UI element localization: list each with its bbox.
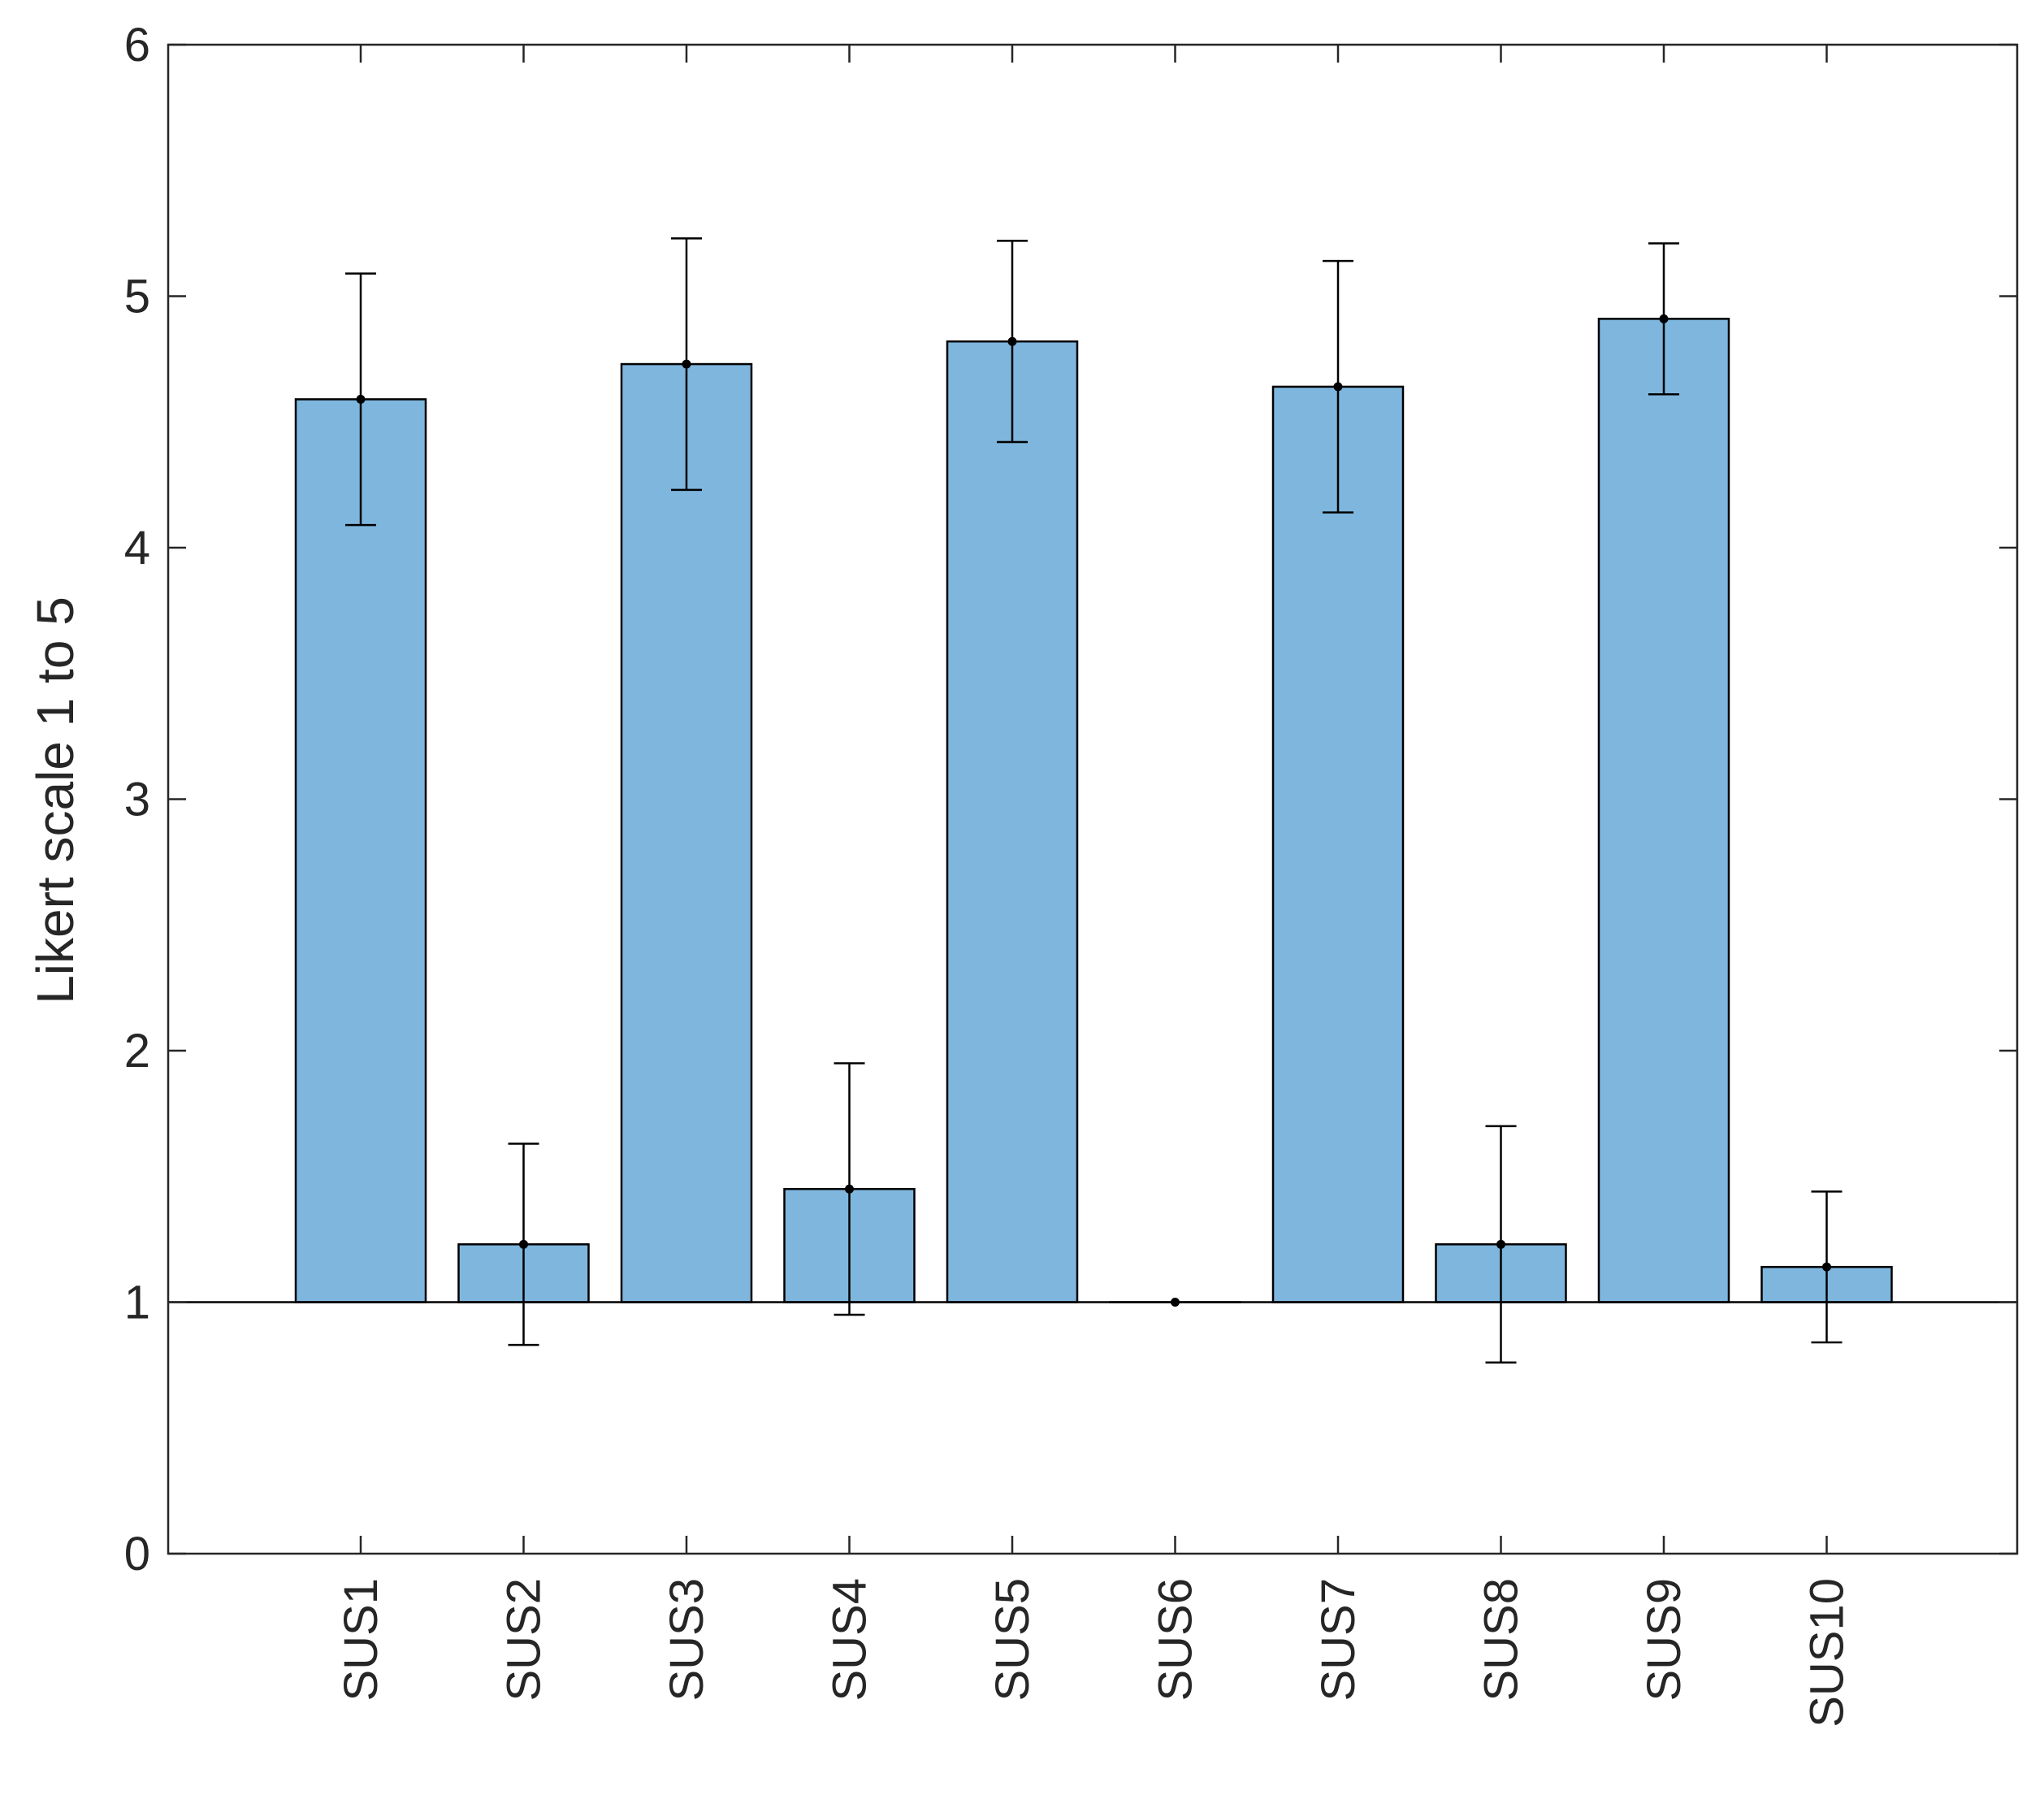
mean-marker [682, 360, 691, 369]
plot-frame [168, 45, 2017, 1554]
bar-sus5 [947, 341, 1077, 1302]
x-tick-label-sus5: SUS5 [986, 1578, 1039, 1702]
y-tick-label: 3 [124, 774, 150, 826]
error-bar-sus6 [1171, 1298, 1180, 1307]
y-tick-label: 6 [124, 19, 150, 72]
x-tick-label-sus1: SUS1 [335, 1578, 388, 1702]
bar-sus7 [1273, 387, 1403, 1303]
y-tick-label: 2 [124, 1025, 150, 1077]
x-tick-label-sus7: SUS7 [1312, 1578, 1365, 1702]
x-tick-label-sus2: SUS2 [498, 1578, 551, 1702]
x-tick-label-sus9: SUS9 [1638, 1578, 1691, 1702]
y-tick-label: 1 [124, 1277, 150, 1329]
x-tick-label-sus3: SUS3 [660, 1578, 713, 1702]
x-tick-label-sus10: SUS10 [1801, 1578, 1854, 1728]
bar-sus3 [621, 364, 751, 1302]
mean-marker [1496, 1240, 1505, 1249]
mean-marker [1822, 1263, 1831, 1272]
mean-marker [1660, 314, 1669, 323]
y-axis-label: Likert scale 1 to 5 [26, 596, 84, 1004]
mean-marker [519, 1240, 528, 1249]
x-tick-label-sus4: SUS4 [824, 1578, 877, 1702]
bar-sus9 [1599, 319, 1729, 1302]
mean-marker [1334, 382, 1343, 391]
y-tick-label: 4 [124, 522, 150, 574]
x-tick-label-sus8: SUS8 [1475, 1578, 1528, 1702]
mean-marker [357, 395, 366, 404]
y-tick-label: 0 [124, 1528, 150, 1580]
axes-layer [168, 45, 2017, 1554]
x-tick-label-sus6: SUS6 [1150, 1578, 1202, 1702]
mean-marker [845, 1185, 854, 1194]
mean-marker [1008, 337, 1017, 346]
bars-layer [296, 319, 1892, 1302]
mean-marker [1171, 1298, 1180, 1307]
y-tick-label: 5 [124, 271, 150, 323]
bar-sus1 [296, 399, 426, 1302]
